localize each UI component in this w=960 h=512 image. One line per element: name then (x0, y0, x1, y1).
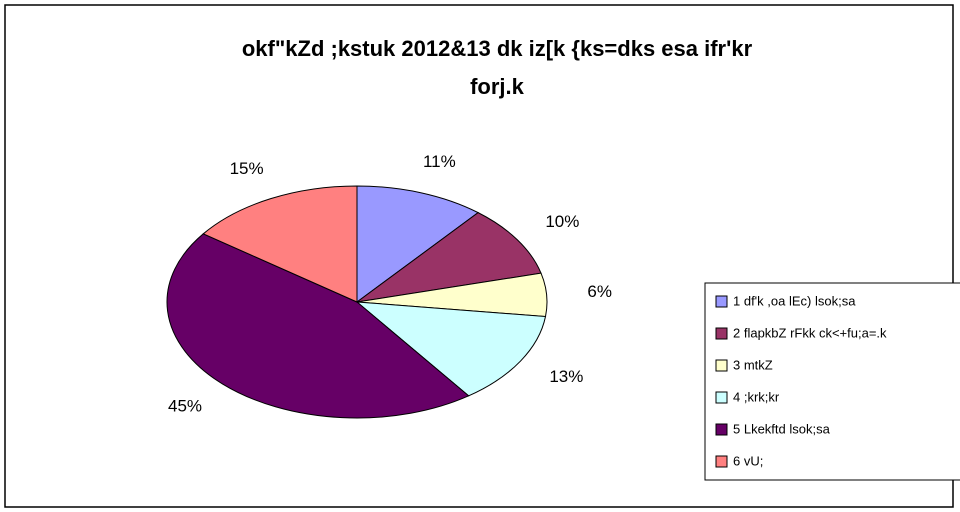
legend-label: 4 ;krk;kr (733, 389, 780, 404)
legend-swatch (715, 359, 728, 372)
value-label: 15% (230, 159, 264, 178)
value-label: 10% (545, 212, 579, 231)
legend-swatch (715, 455, 728, 468)
pie-slice (356, 212, 542, 303)
legend-swatch (715, 423, 728, 436)
legend-swatch (715, 295, 728, 308)
pie-slice (202, 185, 358, 303)
value-label: 45% (168, 396, 202, 415)
legend-label: 5 Lkekftd lsok;sa (733, 421, 831, 436)
legend-swatch (715, 327, 728, 340)
value-label: 6% (587, 282, 612, 301)
chart-title: forj.k (470, 74, 525, 99)
chart-title: okf"kZd ;kstuk 2012&13 dk iz[k {ks=dks e… (242, 36, 753, 61)
legend-box (704, 282, 960, 481)
legend-label: 2 flapkbZ rFkk ck<+fu;a=.k (733, 325, 887, 340)
pie-slice (356, 185, 480, 303)
pie-slice (166, 233, 470, 419)
value-label: 11% (423, 152, 456, 171)
value-label: 13% (549, 367, 583, 386)
legend-label: 1 df'k ,oa lEc) lsok;sa (733, 293, 856, 308)
legend-label: 3 mtkZ (733, 357, 773, 372)
pie-slice (355, 301, 547, 397)
legend-swatch (715, 391, 728, 404)
legend-label: 6 vU; (733, 453, 763, 468)
